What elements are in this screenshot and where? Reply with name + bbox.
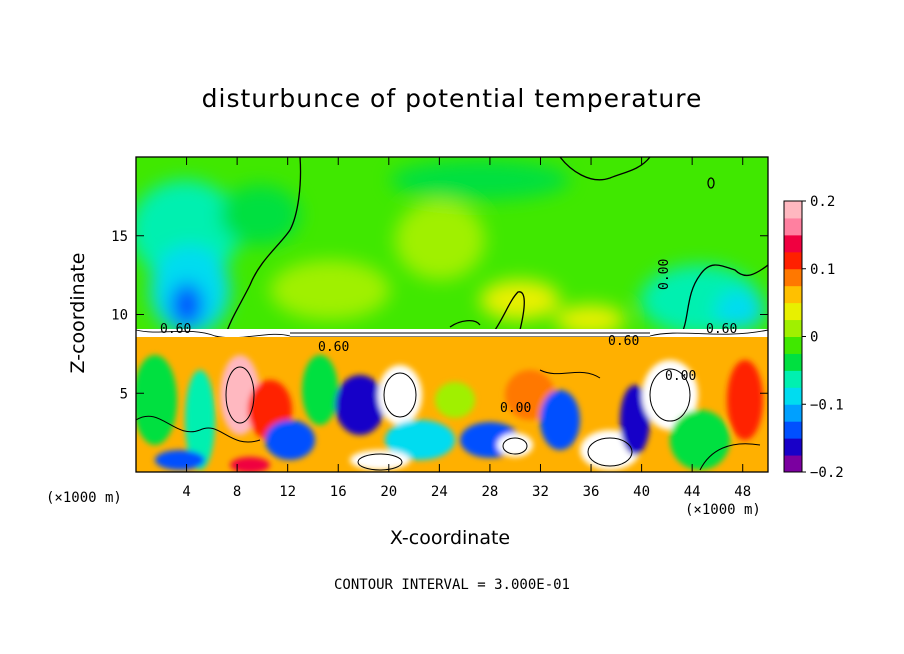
colorbar-segment <box>784 285 802 304</box>
y-tick-label: 5 <box>120 386 128 402</box>
x-tick-label: 4 <box>182 484 190 500</box>
x-tick-label: 20 <box>380 484 397 500</box>
colorbar-segment <box>784 319 802 337</box>
colorbar-segment <box>784 455 802 473</box>
colorbar-segment <box>784 234 802 253</box>
x-tick-label: 28 <box>481 484 498 500</box>
chart-title: disturbunce of potential temperature <box>201 84 703 113</box>
colorbar-segment <box>784 404 802 422</box>
colorbar-segment <box>784 370 802 388</box>
colorbar-segment <box>784 336 802 354</box>
colorbar-segment <box>784 387 802 405</box>
x-tick-label: 40 <box>633 484 650 500</box>
colorbar-tick-label: −0.1 <box>810 397 844 413</box>
x-unit-label-right: (×1000 m) <box>685 502 761 518</box>
colorbar-tick-label: 0.2 <box>810 194 835 210</box>
contour-label: 0.60 <box>608 334 639 349</box>
x-axis: 4 8 12 16 20 24 28 32 36 40 44 48 <box>182 157 751 500</box>
x-tick-label: 12 <box>279 484 296 500</box>
x-tick-label: 16 <box>330 484 347 500</box>
colorbar-segment <box>784 438 802 456</box>
x-tick-label: 48 <box>734 484 751 500</box>
contour-label: 0.00 <box>657 259 672 290</box>
colorbar-tick-label: −0.2 <box>810 465 844 481</box>
colorbar-tick-label: 0 <box>810 330 818 346</box>
upper-field <box>136 157 768 337</box>
x-tick-label: 8 <box>233 484 241 500</box>
x-tick-label: 24 <box>431 484 448 500</box>
lower-field <box>136 337 768 472</box>
x-tick-label: 36 <box>583 484 600 500</box>
upper-contours <box>224 157 768 337</box>
colorbar-segment <box>784 421 802 439</box>
colorbar: 0.2 0.1 0 −0.1 −0.2 <box>783 194 844 481</box>
contour-interval-text: CONTOUR INTERVAL = 3.000E-01 <box>333 577 570 593</box>
contour-label: 0.60 <box>318 340 349 355</box>
lower-contours <box>136 366 761 471</box>
colorbar-tick-label: 0.1 <box>810 262 835 278</box>
colorbar-segment <box>784 353 802 371</box>
y-tick-label: 15 <box>111 229 128 245</box>
colorbar-segment <box>784 302 802 321</box>
contour-labels: 0.60 0.60 0.60 0.60 0.00 0.00 0.00 <box>160 259 737 416</box>
contour-label: 0.60 <box>706 322 737 337</box>
x-tick-label: 32 <box>532 484 549 500</box>
contour-label: 0.00 <box>500 401 531 416</box>
colorbar-segment <box>784 217 802 236</box>
y-axis: 5 10 15 <box>111 229 768 402</box>
x-axis-label: X-coordinate <box>389 527 511 549</box>
contour-label: 0.60 <box>160 322 191 337</box>
x-tick-label: 44 <box>684 484 701 500</box>
colorbar-segment <box>784 251 802 270</box>
colorbar-segment <box>784 268 802 287</box>
y-tick-label: 10 <box>111 308 128 324</box>
x-unit-label-left: (×1000 m) <box>46 490 122 506</box>
contour-label: 0.00 <box>665 369 696 384</box>
colorbar-segment <box>784 201 802 219</box>
